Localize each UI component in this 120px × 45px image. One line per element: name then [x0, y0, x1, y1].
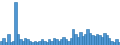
- Bar: [5, 42, 7, 45]
- Bar: [0, 40, 2, 45]
- Bar: [89, 33, 91, 45]
- Bar: [55, 39, 58, 45]
- Bar: [110, 40, 113, 45]
- Bar: [113, 42, 115, 45]
- Bar: [65, 39, 67, 45]
- Bar: [7, 34, 10, 45]
- Bar: [86, 29, 89, 45]
- Bar: [48, 39, 50, 45]
- Bar: [46, 42, 48, 45]
- Bar: [79, 31, 82, 45]
- Bar: [108, 38, 110, 45]
- Bar: [70, 38, 72, 45]
- Bar: [103, 33, 106, 45]
- Bar: [10, 42, 12, 45]
- Bar: [14, 2, 17, 45]
- Bar: [2, 38, 5, 45]
- Bar: [118, 42, 120, 45]
- Bar: [74, 34, 77, 45]
- Bar: [82, 36, 84, 45]
- Bar: [77, 37, 79, 45]
- Bar: [38, 40, 41, 45]
- Bar: [96, 34, 98, 45]
- Bar: [26, 39, 29, 45]
- Bar: [62, 37, 65, 45]
- Bar: [43, 40, 46, 45]
- Bar: [84, 34, 86, 45]
- Bar: [60, 39, 62, 45]
- Bar: [34, 40, 36, 45]
- Bar: [50, 40, 53, 45]
- Bar: [12, 40, 14, 45]
- Bar: [98, 35, 101, 45]
- Bar: [101, 37, 103, 45]
- Bar: [72, 29, 74, 45]
- Bar: [106, 35, 108, 45]
- Bar: [53, 38, 55, 45]
- Bar: [94, 36, 96, 45]
- Bar: [58, 40, 60, 45]
- Bar: [17, 34, 19, 45]
- Bar: [19, 39, 22, 45]
- Bar: [115, 39, 118, 45]
- Bar: [41, 39, 43, 45]
- Bar: [31, 42, 34, 45]
- Bar: [36, 42, 38, 45]
- Bar: [29, 40, 31, 45]
- Bar: [67, 40, 70, 45]
- Bar: [91, 35, 94, 45]
- Bar: [22, 40, 24, 45]
- Bar: [24, 38, 26, 45]
